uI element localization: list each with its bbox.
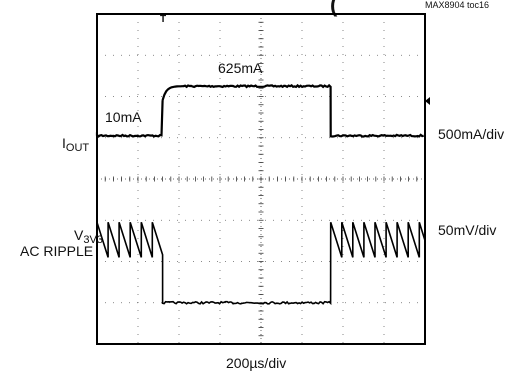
trigger-marker: T (160, 14, 166, 25)
scope-frame (96, 13, 426, 345)
series-label-v3v3: V3V3 (74, 227, 103, 246)
grid (97, 14, 425, 344)
trace-v3v3 (96, 222, 426, 306)
figure-id: MAX8904 toc16 (425, 0, 489, 10)
header-fragment: ( (330, 0, 338, 17)
level-marker-icon (425, 97, 430, 105)
series-label-v3v3-line2: AC RIPPLE (20, 243, 93, 259)
scale-label-v3v3: 50mV/div (438, 222, 496, 238)
annotation-low: 10mA (105, 109, 142, 125)
trace-iout (95, 83, 424, 138)
time-scale-label: 200µs/div (226, 355, 286, 371)
scale-label-iout: 500mA/div (438, 126, 504, 142)
series-label-iout: IOUT (62, 135, 89, 154)
annotation-high: 625mA (218, 60, 263, 76)
